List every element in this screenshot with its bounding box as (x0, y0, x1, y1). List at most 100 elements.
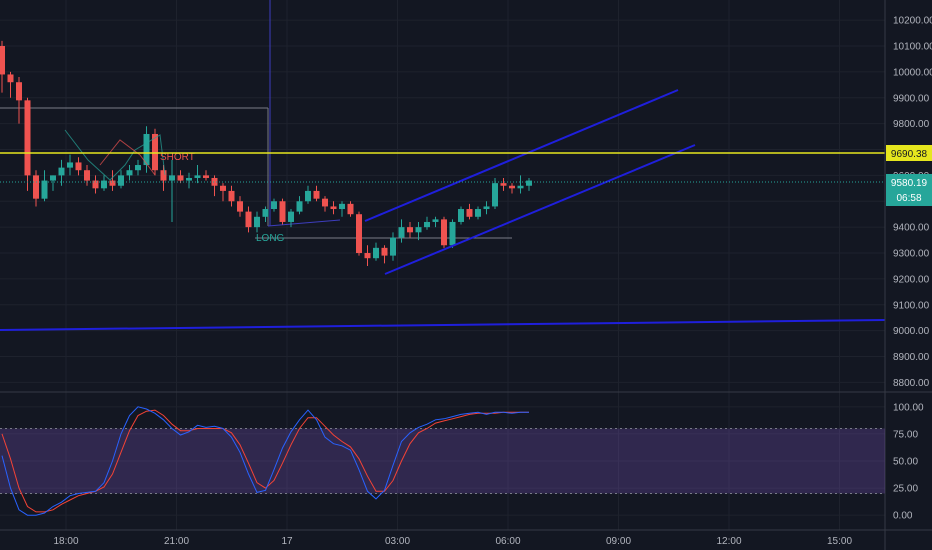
price-line-tag: 9690.38 (886, 145, 932, 161)
candle (500, 177, 507, 191)
time-tick-label: 03:00 (385, 536, 410, 547)
price-tick-label: 8800.00 (893, 378, 930, 389)
candle-body (356, 214, 362, 254)
candle (449, 219, 456, 248)
candle (24, 97, 31, 191)
support-trendline[interactable] (0, 319, 886, 331)
candle-body (449, 221, 456, 246)
time-axis[interactable]: 18:00 21:00 17 03:00 06:00 09:00 12:00 15:00 (53, 536, 852, 547)
stoch-tick-label: 75.00 (893, 429, 918, 440)
candle (373, 242, 379, 261)
candle (262, 206, 269, 222)
candle-body (92, 180, 99, 189)
candle-body (441, 219, 447, 246)
candle (271, 198, 277, 212)
candle (67, 154, 73, 176)
candle-body (322, 198, 328, 207)
candle (339, 201, 345, 217)
candle (177, 170, 184, 184)
candle-body (424, 221, 430, 228)
stochastic-axis[interactable]: 100.00 75.00 50.00 25.00 0.00 (893, 402, 924, 521)
candle-body (67, 162, 73, 168)
grid (0, 0, 885, 530)
candle (101, 175, 107, 191)
price-tick-label: 9900.00 (893, 93, 930, 104)
candle (169, 159, 175, 222)
candle-body (500, 183, 507, 186)
short-label: SHORT (160, 152, 195, 163)
candle-body (0, 45, 5, 75)
candle-body (415, 227, 422, 233)
candle-body (41, 180, 48, 199)
candle (398, 219, 405, 243)
candle-body (143, 133, 150, 166)
candle (194, 165, 201, 184)
countdown-tag-text: 06:58 (896, 193, 921, 204)
candle (407, 221, 413, 238)
candle (109, 170, 116, 191)
candle-body (177, 175, 184, 181)
candle (118, 170, 124, 189)
candle-body (220, 185, 226, 191)
candle (160, 165, 167, 191)
candle (517, 175, 524, 194)
price-tick-label: 9300.00 (893, 249, 930, 260)
candle (75, 157, 82, 176)
candle (186, 172, 192, 189)
candle-body (305, 190, 311, 202)
candle (441, 216, 447, 248)
candle-body (16, 82, 22, 101)
candle (296, 196, 303, 215)
candle (390, 232, 396, 261)
stochastic-pane[interactable] (0, 406, 885, 516)
candle (322, 196, 328, 212)
last-price-tag-text: 9580.19 (891, 178, 928, 189)
candle-body (254, 216, 260, 228)
candle-body (262, 209, 269, 217)
candle-body (126, 170, 133, 176)
candle (279, 198, 286, 225)
candle-body (169, 175, 175, 181)
candle-body (245, 211, 252, 228)
candle (237, 196, 243, 217)
candle-body (458, 209, 464, 222)
candle (458, 206, 464, 225)
candle (305, 185, 311, 204)
price-tick-label: 9400.00 (893, 223, 930, 234)
price-tick-label: 10000.00 (893, 67, 932, 78)
candle-body (84, 170, 90, 181)
candle-body (492, 183, 498, 207)
price-tick-label: 8900.00 (893, 352, 930, 363)
candle-body (398, 227, 405, 238)
candle-body (211, 177, 218, 186)
candle-body (271, 201, 277, 210)
ascending-channel[interactable] (364, 89, 696, 275)
candle (381, 245, 388, 264)
candle-body (373, 247, 379, 259)
stoch-tick-label: 50.00 (893, 457, 918, 468)
candle-body (152, 133, 158, 171)
candle-body (364, 253, 371, 259)
candle-body (330, 206, 337, 210)
time-tick-label: 15:00 (827, 536, 852, 547)
candle (356, 211, 362, 256)
candle (424, 216, 430, 230)
candle-body (58, 167, 65, 176)
candle (509, 183, 515, 194)
candle-body (228, 190, 235, 202)
long-label: LONG (256, 233, 285, 244)
candle-body (101, 180, 107, 189)
candle (92, 175, 99, 194)
price-tick-label: 10100.00 (893, 41, 932, 52)
price-line-tag-text: 9690.38 (891, 149, 928, 160)
candle-body (237, 201, 243, 212)
candle (347, 201, 354, 217)
candle-body (526, 180, 532, 186)
candle-body (407, 227, 413, 233)
candle (364, 245, 371, 266)
candle-body (339, 203, 345, 210)
candle (58, 159, 65, 186)
candle (288, 209, 294, 228)
candle-body (75, 162, 82, 171)
